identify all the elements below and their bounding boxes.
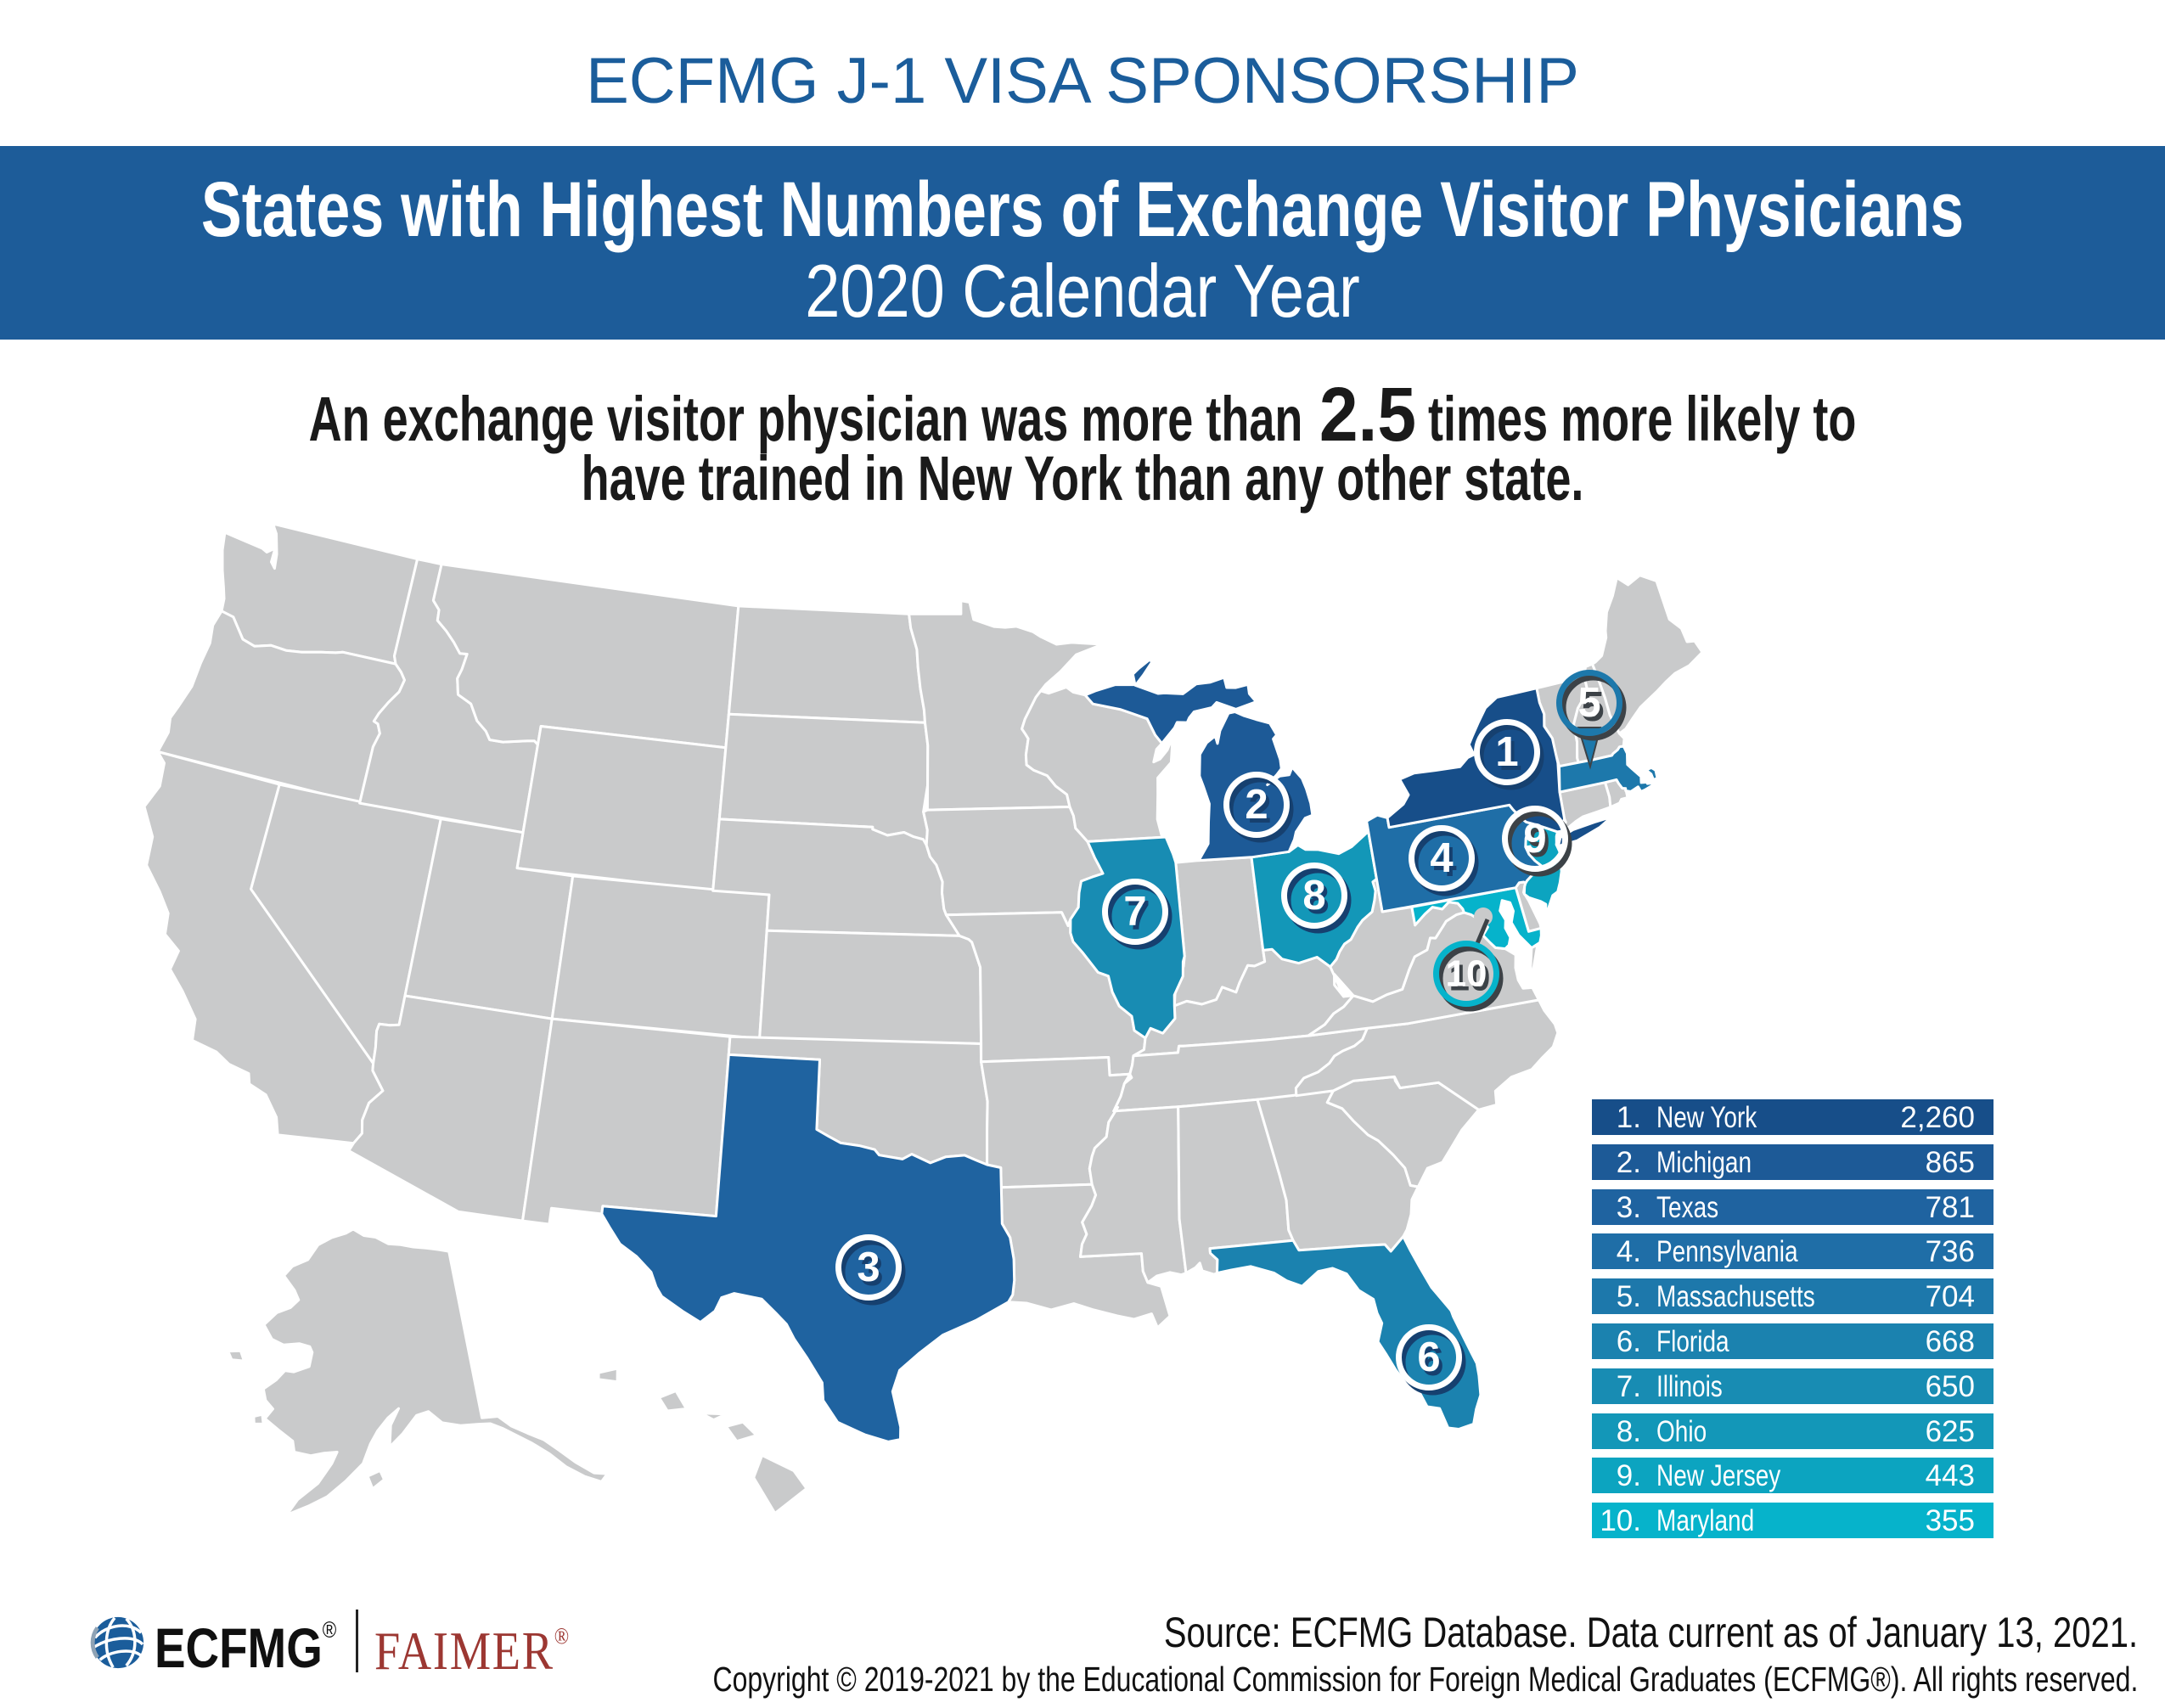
svg-text:4: 4	[1430, 835, 1453, 881]
svg-text:7: 7	[1127, 893, 1150, 939]
svg-text:10: 10	[1446, 953, 1487, 995]
svg-text:6: 6	[1417, 1334, 1440, 1380]
svg-text:5: 5	[1577, 680, 1600, 726]
svg-text:8: 8	[1306, 877, 1329, 923]
svg-text:3: 3	[857, 1244, 880, 1290]
svg-text:2: 2	[1245, 782, 1268, 828]
svg-text:3: 3	[860, 1249, 883, 1295]
svg-text:5: 5	[1581, 684, 1604, 730]
svg-text:1: 1	[1495, 729, 1518, 775]
svg-text:9: 9	[1523, 816, 1546, 862]
svg-text:4: 4	[1433, 840, 1456, 885]
svg-text:9: 9	[1527, 820, 1549, 866]
svg-text:8: 8	[1302, 873, 1325, 919]
svg-text:2: 2	[1248, 786, 1271, 832]
svg-text:1: 1	[1499, 733, 1521, 779]
svg-text:7: 7	[1123, 889, 1146, 935]
svg-text:6: 6	[1420, 1339, 1443, 1385]
svg-text:10: 10	[1449, 958, 1491, 999]
